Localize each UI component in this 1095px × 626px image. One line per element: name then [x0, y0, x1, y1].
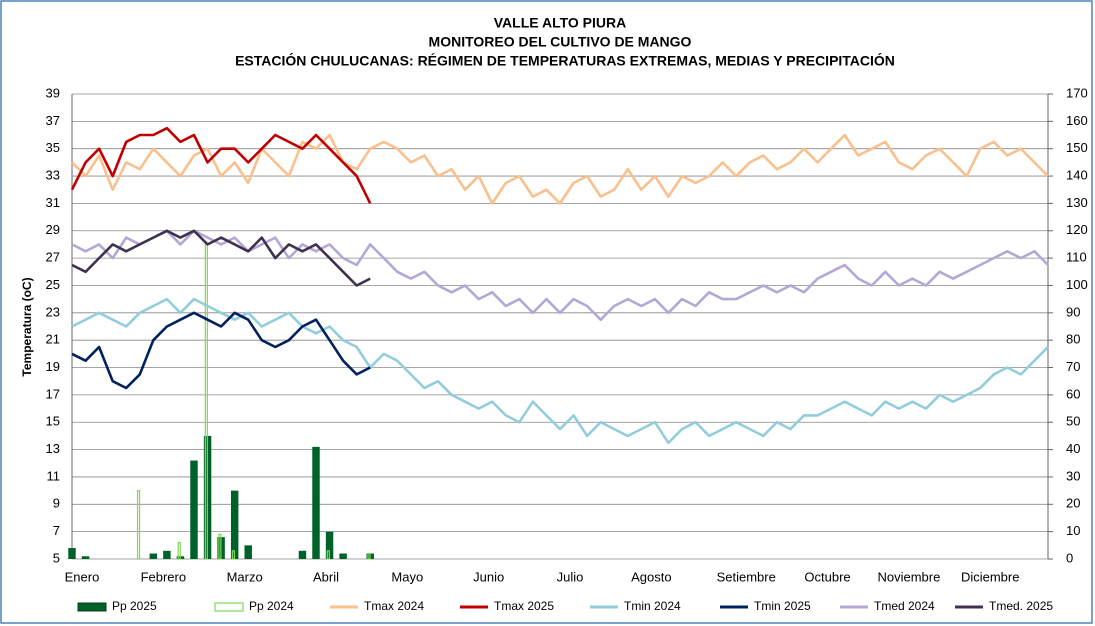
y2-tick-label: 0	[1066, 550, 1073, 565]
precip-bar	[81, 556, 90, 559]
y2-tick-label: 50	[1066, 414, 1080, 429]
legend-swatch	[214, 602, 244, 612]
chart-title: ESTACIÓN CHULUCANAS: RÉGIMEN DE TEMPERAT…	[235, 52, 895, 69]
legend-label: Tmin 2024	[624, 599, 681, 613]
x-tick-label: Abril	[313, 569, 339, 584]
y2-tick-label: 100	[1066, 277, 1088, 292]
y-tick-label: 21	[46, 332, 60, 347]
y-tick-label: 35	[46, 140, 60, 155]
y-tick-label: 5	[53, 550, 60, 565]
y2-tick-label: 10	[1066, 523, 1080, 538]
legend-swatch	[77, 602, 107, 612]
y2-tick-label: 30	[1066, 468, 1080, 483]
precip-bar	[163, 550, 171, 559]
precip-bar	[190, 460, 198, 559]
x-tick-label: Setiembre	[717, 569, 776, 584]
y2-tick-label: 130	[1066, 195, 1088, 210]
precip-bar	[326, 550, 330, 560]
series-line	[71, 311, 371, 390]
precip-bar	[367, 552, 371, 560]
precip-bar	[231, 550, 236, 560]
series-line	[71, 229, 371, 287]
y-tick-label: 23	[46, 304, 60, 319]
y-tick-label: 7	[53, 523, 60, 538]
y-tick-label: 33	[46, 167, 60, 182]
x-tick-label: Agosto	[631, 569, 671, 584]
x-tick-label: Febrero	[141, 569, 187, 584]
precip-bar	[149, 553, 158, 559]
y2-tick-label: 70	[1066, 359, 1080, 374]
y2-tick-label: 60	[1066, 386, 1080, 401]
y-tick-label: 31	[46, 195, 60, 210]
x-tick-label: Junio	[473, 569, 504, 584]
y2-tick-label: 110	[1066, 250, 1087, 265]
legend-label: Tmax 2024	[364, 599, 424, 613]
precip-bar	[230, 490, 239, 559]
y-tick-label: 17	[46, 386, 60, 401]
x-tick-label: Mayo	[391, 569, 423, 584]
y-tick-label: 39	[46, 85, 60, 100]
x-tick-label: Marzo	[227, 569, 263, 584]
series-line	[71, 297, 1049, 445]
y-tick-label: 13	[46, 441, 60, 456]
x-tick-label: Noviembre	[877, 569, 940, 584]
legend-label: Pp 2025	[112, 599, 157, 613]
precip-bar	[136, 490, 141, 560]
precip-bar	[339, 553, 347, 559]
y-axis-label: Temperatura (oC)	[20, 277, 34, 376]
y2-tick-label: 140	[1066, 167, 1088, 182]
precip-bar	[312, 446, 320, 559]
y2-tick-label: 170	[1066, 85, 1088, 100]
y2-tick-label: 160	[1066, 113, 1088, 128]
y-tick-label: 9	[53, 496, 60, 511]
y-tick-label: 15	[46, 414, 60, 429]
series-line	[71, 133, 1049, 205]
y2-tick-label: 20	[1066, 496, 1080, 511]
series-line	[70, 126, 372, 204]
legend-label: Tmed 2024	[874, 599, 935, 613]
legend-label: Tmax 2025	[494, 599, 554, 613]
y2-tick-label: 80	[1066, 332, 1080, 347]
y-tick-label: 29	[46, 222, 60, 237]
y-tick-label: 37	[46, 113, 60, 128]
precip-bar	[218, 533, 222, 560]
x-tick-label: Octubre	[804, 569, 850, 584]
precip-bar	[68, 548, 76, 559]
y2-tick-label: 120	[1066, 222, 1088, 237]
precip-bar	[177, 541, 181, 560]
precip-bar	[325, 531, 334, 559]
y-tick-label: 27	[46, 250, 60, 265]
legend-label: Tmin 2025	[754, 599, 811, 613]
chart-title: MONITOREO DEL CULTIVO DE MANGO	[429, 34, 692, 50]
y2-tick-label: 90	[1066, 304, 1080, 319]
x-tick-label: Julio	[557, 569, 584, 584]
chart-title: VALLE ALTO PIURA	[494, 15, 626, 31]
x-tick-label: Diciembre	[961, 569, 1020, 584]
precip-bar	[298, 550, 307, 559]
y-tick-label: 19	[46, 359, 60, 374]
y-tick-label: 25	[46, 277, 60, 292]
y2-tick-label: 40	[1066, 441, 1080, 456]
x-tick-label: Enero	[65, 569, 100, 584]
y2-tick-label: 150	[1066, 140, 1088, 155]
y-tick-label: 11	[47, 468, 61, 483]
legend-label: Pp 2024	[249, 599, 294, 613]
legend-label: Tmed. 2025	[989, 599, 1053, 613]
series-line	[71, 229, 1049, 321]
precip-bar	[244, 545, 252, 559]
